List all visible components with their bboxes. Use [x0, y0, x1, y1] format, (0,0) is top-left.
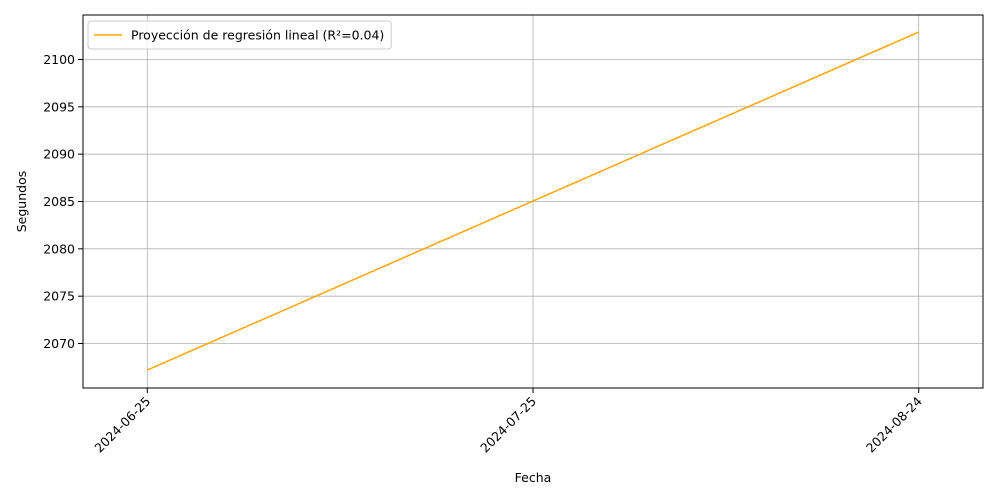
- x-tick-label: 2024-07-25: [477, 394, 539, 456]
- y-tick-label: 2100: [43, 52, 75, 67]
- y-tick-label: 2090: [43, 147, 75, 162]
- x-axis: 2024-06-25 2024-07-25 2024-08-24: [91, 388, 925, 456]
- y-tick-label: 2070: [43, 336, 75, 351]
- y-axis: 2070 2075 2080 2085 2090 2095 2100: [43, 52, 83, 351]
- y-tick-label: 2075: [43, 289, 75, 304]
- grid: [83, 15, 983, 388]
- y-axis-label: Segundos: [14, 171, 29, 233]
- x-axis-label: Fecha: [515, 470, 552, 485]
- y-tick-label: 2095: [43, 99, 75, 114]
- series-layer: [146, 31, 920, 371]
- legend-entry: Proyección de regresión lineal (R²=0.04): [131, 28, 384, 43]
- series-line: [146, 31, 920, 371]
- x-tick-label: 2024-06-25: [91, 394, 153, 456]
- x-tick-label: 2024-08-24: [863, 393, 925, 455]
- y-tick-label: 2080: [43, 241, 75, 256]
- legend-box: [87, 20, 392, 50]
- legend: Proyección de regresión lineal (R²=0.04): [87, 20, 392, 50]
- y-tick-label: 2085: [43, 194, 75, 209]
